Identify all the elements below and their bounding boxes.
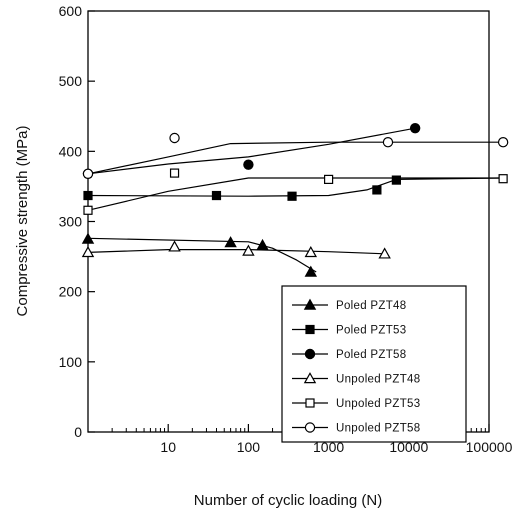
x-tick-label-2: 1000: [313, 439, 344, 455]
y-axis-ticks: 0 100 200 300 400 500 600: [59, 3, 95, 440]
point-poled-pzt53-4: [391, 175, 401, 185]
legend-label-unpoled-pzt53: Unpoled PZT53: [336, 398, 420, 410]
legend-marker-poled-pzt48: [303, 298, 317, 310]
legend-marker-unpoled-pzt58: [304, 422, 316, 433]
legend-label-unpoled-pzt48: Unpoled PZT48: [336, 374, 420, 386]
point-unpoled-pzt48-1: [168, 240, 181, 252]
x-tick-label-4: 100000: [466, 439, 513, 455]
point-unpoled-pzt48-3: [304, 245, 318, 258]
point-unpoled-pzt48-0: [81, 245, 95, 258]
legend-box: [281, 285, 467, 443]
point-poled-pzt58-1: [243, 159, 254, 170]
x-axis-ticks: 10 100 1000 10000 100000: [111, 424, 513, 455]
x-axis-title: Number of cyclic loading (N): [194, 492, 382, 509]
trend-line-poled-pzt58: [87, 127, 416, 175]
trend-line-unpoled-pzt48: [87, 249, 385, 255]
point-poled-pzt58-2: [409, 122, 421, 134]
point-unpoled-pzt53-3: [498, 174, 508, 184]
point-unpoled-pzt58-1: [169, 132, 180, 144]
data-markers: [81, 122, 509, 277]
legend-label-poled-pzt48: Poled PZT48: [336, 300, 406, 312]
point-unpoled-pzt58-0: [82, 168, 94, 179]
legend-marker-poled-pzt58: [304, 348, 316, 360]
x-tick-label-1: 100: [237, 439, 261, 455]
point-poled-pzt48-0: [81, 232, 95, 244]
point-unpoled-pzt48-2: [242, 244, 255, 256]
legend-marker-unpoled-pzt53: [305, 398, 315, 408]
point-poled-pzt53-1: [211, 190, 222, 201]
legend-label-poled-pzt53: Poled PZT53: [336, 325, 406, 337]
point-unpoled-pzt53-2: [324, 174, 334, 184]
y-tick-label-0: 0: [74, 424, 82, 440]
point-unpoled-pzt48-4: [378, 247, 391, 259]
point-unpoled-pzt53-0: [83, 205, 93, 215]
legend-label-unpoled-pzt58: Unpoled PZT58: [336, 423, 420, 435]
x-tick-label-3: 10000: [389, 439, 428, 455]
legend-marker-unpoled-pzt48: [303, 372, 317, 384]
trend-lines: [87, 127, 504, 273]
trend-line-unpoled-pzt58: [87, 141, 504, 175]
y-axis-title: Compressive strength (MPa): [14, 126, 31, 317]
point-poled-pzt53-3: [372, 185, 382, 195]
point-unpoled-pzt58-3: [497, 137, 509, 148]
y-tick-label-1: 100: [59, 354, 83, 370]
point-poled-pzt48-2: [256, 238, 269, 251]
y-tick-label-4: 400: [59, 143, 83, 159]
legend-marker-poled-pzt53: [305, 324, 315, 335]
trend-line-poled-pzt48: [87, 237, 317, 273]
legend-label-poled-pzt58: Poled PZT58: [336, 349, 406, 361]
legend: Poled PZT48 Poled PZT53 Poled PZT58 Unpoled…: [281, 285, 467, 443]
point-poled-pzt48-1: [224, 236, 237, 248]
point-unpoled-pzt53-1: [169, 168, 180, 178]
point-poled-pzt53-0: [83, 190, 93, 201]
y-tick-label-3: 300: [59, 214, 83, 230]
y-tick-label-5: 500: [59, 73, 83, 89]
x-tick-label-0: 10: [160, 439, 176, 455]
y-tick-label-2: 200: [59, 284, 83, 300]
point-poled-pzt53-2: [287, 191, 297, 201]
point-poled-pzt48-3: [304, 265, 318, 277]
trend-line-unpoled-pzt53: [87, 177, 504, 211]
y-tick-label-6: 600: [59, 3, 83, 19]
trend-line-poled-pzt53: [87, 177, 504, 197]
point-unpoled-pzt58-2: [382, 137, 394, 148]
